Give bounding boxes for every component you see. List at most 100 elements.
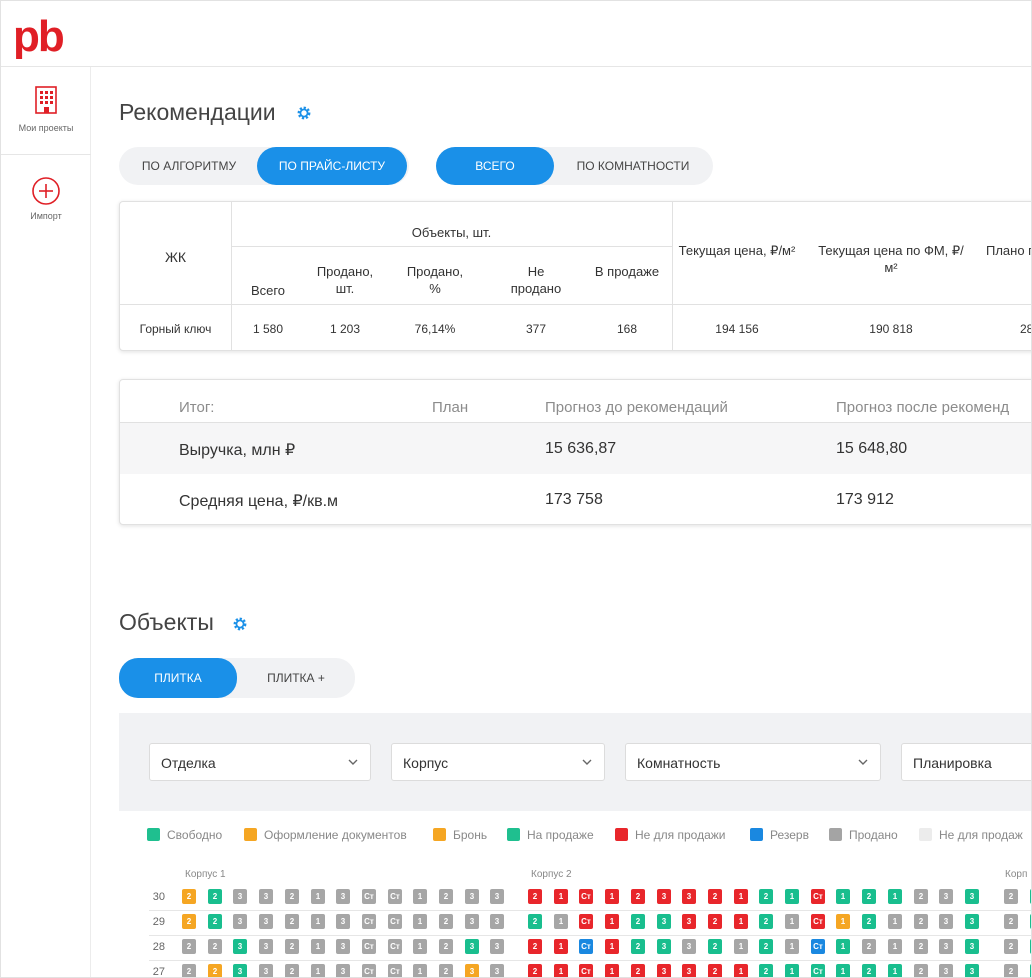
apartment-tile[interactable]: 2 <box>285 939 299 954</box>
apartment-tile[interactable]: 3 <box>965 889 979 904</box>
apartment-tile[interactable]: 1 <box>605 964 619 977</box>
apartment-tile[interactable]: 2 <box>439 964 453 977</box>
apartment-tile[interactable]: Ст <box>362 889 376 904</box>
apartment-tile[interactable]: Ст <box>362 939 376 954</box>
apartment-tile[interactable]: 1 <box>888 914 902 929</box>
apartment-tile[interactable]: Ст <box>388 964 402 977</box>
apartment-tile[interactable]: 2 <box>208 889 222 904</box>
apartment-tile[interactable]: 3 <box>465 964 479 977</box>
apartment-tile[interactable]: 2 <box>528 914 542 929</box>
apartment-tile[interactable]: Ст <box>388 889 402 904</box>
apartment-tile[interactable]: Ст <box>579 939 593 954</box>
apartment-tile[interactable]: 2 <box>285 914 299 929</box>
filter-rooms-select[interactable]: Комнатность <box>625 743 881 781</box>
apartment-tile[interactable]: 2 <box>528 939 542 954</box>
apartment-tile[interactable]: 2 <box>631 889 645 904</box>
apartment-tile[interactable]: 3 <box>682 914 696 929</box>
apartment-tile[interactable]: 1 <box>785 889 799 904</box>
sidebar-item-my-projects[interactable]: Мои проекты <box>1 67 91 155</box>
apartment-tile[interactable]: 3 <box>965 939 979 954</box>
apartment-tile[interactable]: 2 <box>708 914 722 929</box>
apartment-tile[interactable]: Ст <box>579 889 593 904</box>
apartment-tile[interactable]: 3 <box>657 939 671 954</box>
apartment-tile[interactable]: Ст <box>811 914 825 929</box>
apartment-tile[interactable]: 1 <box>413 914 427 929</box>
apartment-tile[interactable]: 1 <box>311 889 325 904</box>
apartment-tile[interactable]: 2 <box>862 964 876 977</box>
apartment-tile[interactable]: Ст <box>362 964 376 977</box>
tab-by-price-list[interactable]: ПО ПРАЙС-ЛИСТУ <box>257 147 407 185</box>
apartment-tile[interactable]: 1 <box>888 889 902 904</box>
apartment-tile[interactable]: 2 <box>439 939 453 954</box>
apartment-tile[interactable]: 1 <box>605 939 619 954</box>
apartment-tile[interactable]: 3 <box>490 964 504 977</box>
apartment-tile[interactable]: 2 <box>208 914 222 929</box>
apartment-tile[interactable]: 2 <box>528 964 542 977</box>
apartment-tile[interactable]: 1 <box>734 964 748 977</box>
apartment-tile[interactable]: 2 <box>182 964 196 977</box>
apartment-tile[interactable]: 2 <box>914 889 928 904</box>
gear-icon[interactable] <box>232 616 248 632</box>
apartment-tile[interactable]: 1 <box>734 889 748 904</box>
apartment-tile[interactable]: 3 <box>465 939 479 954</box>
apartment-tile[interactable]: 3 <box>682 939 696 954</box>
apartment-tile[interactable]: 2 <box>439 914 453 929</box>
apartment-tile[interactable]: 1 <box>785 939 799 954</box>
apartment-tile[interactable]: 3 <box>336 889 350 904</box>
apartment-tile[interactable]: 1 <box>605 914 619 929</box>
apartment-tile[interactable]: 3 <box>939 889 953 904</box>
apartment-tile[interactable]: 2 <box>708 964 722 977</box>
apartment-tile[interactable]: Ст <box>388 939 402 954</box>
apartment-tile[interactable]: 3 <box>682 964 696 977</box>
apartment-tile[interactable]: 3 <box>965 964 979 977</box>
apartment-tile[interactable]: 1 <box>311 939 325 954</box>
apartment-tile[interactable]: 2 <box>439 889 453 904</box>
apartment-tile[interactable]: 2 <box>759 889 773 904</box>
apartment-tile[interactable]: 2 <box>182 914 196 929</box>
apartment-tile[interactable]: 3 <box>259 914 273 929</box>
apartment-tile[interactable]: 2 <box>285 889 299 904</box>
gear-icon[interactable] <box>296 105 312 121</box>
apartment-tile[interactable]: 1 <box>785 964 799 977</box>
apartment-tile[interactable]: 2 <box>1004 889 1018 904</box>
filter-layout-select[interactable]: Планировка <box>901 743 1031 781</box>
filter-building-select[interactable]: Корпус <box>391 743 605 781</box>
apartment-tile[interactable]: 1 <box>836 964 850 977</box>
apartment-tile[interactable]: 2 <box>208 964 222 977</box>
apartment-tile[interactable]: 1 <box>413 939 427 954</box>
apartment-tile[interactable]: 2 <box>914 964 928 977</box>
apartment-tile[interactable]: 3 <box>939 964 953 977</box>
apartment-tile[interactable]: 3 <box>259 889 273 904</box>
apartment-tile[interactable]: 1 <box>836 939 850 954</box>
apartment-tile[interactable]: 3 <box>939 914 953 929</box>
apartment-tile[interactable]: 3 <box>259 964 273 977</box>
apartment-tile[interactable]: 2 <box>708 939 722 954</box>
apartment-tile[interactable]: 2 <box>862 889 876 904</box>
apartment-tile[interactable]: 2 <box>1004 914 1018 929</box>
apartment-tile[interactable]: 3 <box>465 889 479 904</box>
apartment-tile[interactable]: 1 <box>836 914 850 929</box>
apartment-tile[interactable]: 1 <box>734 939 748 954</box>
apartment-tile[interactable]: 2 <box>631 964 645 977</box>
apartment-tile[interactable]: 1 <box>554 889 568 904</box>
filter-finishing-select[interactable]: Отделка <box>149 743 371 781</box>
apartment-tile[interactable]: 2 <box>1030 964 1031 977</box>
apartment-tile[interactable]: 2 <box>759 939 773 954</box>
apartment-tile[interactable]: 3 <box>336 914 350 929</box>
tab-tile-plus[interactable]: ПЛИТКА + <box>267 671 325 685</box>
apartment-tile[interactable]: 1 <box>836 889 850 904</box>
apartment-tile[interactable]: 3 <box>657 914 671 929</box>
apartment-tile[interactable]: 2 <box>1004 964 1018 977</box>
apartment-tile[interactable]: 3 <box>336 939 350 954</box>
tab-by-rooms[interactable]: ПО КОМНАТНОСТИ <box>576 159 690 173</box>
tab-tile[interactable]: ПЛИТКА <box>119 658 237 698</box>
apartment-tile[interactable]: 1 <box>785 914 799 929</box>
apartment-tile[interactable]: 1 <box>311 964 325 977</box>
apartment-tile[interactable]: 3 <box>490 914 504 929</box>
apartment-tile[interactable]: 2 <box>708 889 722 904</box>
apartment-tile[interactable]: 3 <box>490 939 504 954</box>
apartment-tile[interactable]: 2 <box>1030 914 1031 929</box>
apartment-tile[interactable]: 2 <box>862 939 876 954</box>
apartment-tile[interactable]: 2 <box>208 939 222 954</box>
apartment-tile[interactable]: 2 <box>285 964 299 977</box>
